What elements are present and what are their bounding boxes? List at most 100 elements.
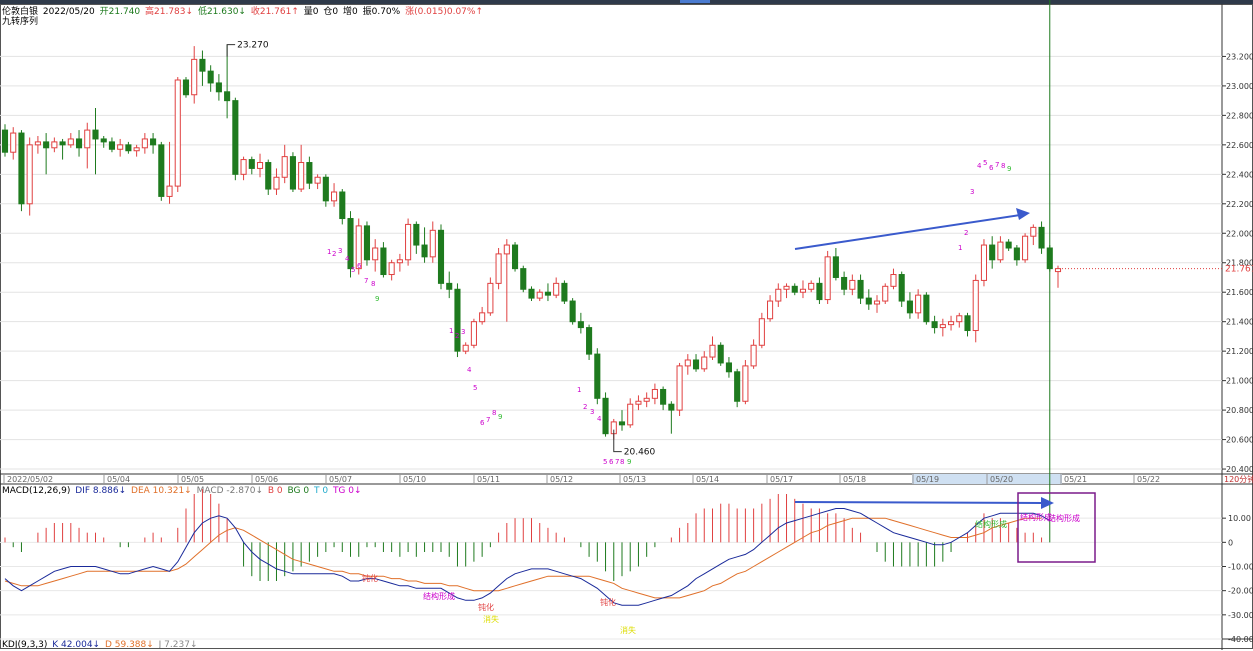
date-tick-label: 05/05	[181, 475, 204, 484]
candle-body	[339, 191, 346, 220]
candle-body	[51, 141, 58, 149]
candle-body	[725, 362, 732, 373]
macd-annotation-label: 消失	[620, 625, 636, 635]
macd-arrow-head	[1041, 497, 1054, 509]
candle-body	[890, 274, 897, 287]
macd-annotation-label: 钝化	[362, 573, 378, 583]
date-tick-label: 05/19	[916, 475, 939, 484]
window-tab-indicator[interactable]	[680, 0, 710, 3]
date-tick-label: 05/21	[1064, 475, 1087, 484]
candle-body	[857, 279, 864, 299]
low-price-label: 20.460	[624, 448, 656, 458]
candle-body	[59, 141, 66, 146]
candle-body	[849, 279, 856, 290]
candle-body	[67, 138, 74, 146]
candle-body	[174, 79, 181, 187]
high-price-label: 23.270	[237, 41, 269, 51]
td-count-label: 1	[327, 248, 331, 256]
candle-body	[561, 282, 568, 302]
candle-body	[651, 388, 658, 399]
td-count-label: 6	[480, 419, 485, 427]
candle-body	[956, 315, 963, 323]
candle-body	[479, 312, 486, 323]
macd-tg: TG 0↓	[332, 486, 362, 496]
candle-body	[734, 371, 741, 402]
price-tick-label: 22.600	[1226, 141, 1253, 150]
candle-body	[1038, 226, 1045, 249]
candle-body	[520, 268, 527, 290]
candle-body	[709, 344, 716, 358]
low-marker-line	[613, 429, 622, 453]
candle-body	[898, 274, 905, 302]
candle-body	[421, 244, 428, 258]
td-count-label: 8	[620, 458, 624, 466]
td-count-label: 5	[603, 458, 607, 466]
kdj-k: K 42.004↓	[52, 640, 101, 650]
candle-body	[470, 321, 477, 346]
macd-bg: BG 0	[287, 486, 310, 496]
candle-body	[767, 300, 774, 320]
trend-arrow-line	[794, 214, 1021, 250]
candle-body	[248, 159, 255, 169]
candle-body	[232, 100, 239, 175]
macd-annotation-label: 钝化	[600, 597, 616, 607]
macd-title[interactable]: MACD(12,26,9)	[2, 486, 71, 496]
price-tick-label: 23.000	[1226, 82, 1253, 91]
candle-body	[775, 288, 782, 302]
date-tick-label: 05/14	[696, 475, 719, 484]
price-tick-label: 23.200	[1226, 52, 1253, 61]
macd-annotation-label: 结构形成	[1020, 512, 1052, 522]
date-tick-label: 05/22	[1137, 475, 1160, 484]
candle-body	[150, 138, 157, 146]
td-count-label: 7	[995, 161, 999, 169]
candle-body	[923, 294, 930, 323]
price-tick-label: 22.400	[1226, 170, 1253, 179]
candle-body	[84, 129, 91, 149]
date-tick-label: 05/06	[255, 475, 278, 484]
price-tick-label: 22.200	[1226, 200, 1253, 209]
td-count-label: 1	[577, 386, 581, 394]
candle-body	[133, 147, 140, 152]
macd-tick-label: 0	[1228, 538, 1233, 547]
candle-body	[980, 244, 988, 281]
candle-body	[1, 129, 9, 153]
macd-tick-label: -20.00	[1228, 587, 1253, 596]
candle-body	[92, 129, 99, 140]
top-window-bar	[0, 0, 1253, 4]
candle-body	[528, 288, 535, 299]
td-count-label: 9	[498, 413, 502, 421]
candle-body	[26, 144, 33, 205]
candle-body	[454, 288, 461, 352]
candle-body	[503, 244, 510, 255]
candle-body	[158, 144, 165, 197]
candle-body	[306, 162, 313, 184]
td-count-label: 2	[332, 250, 336, 258]
candle-body	[34, 141, 41, 146]
candle-body	[964, 315, 971, 332]
price-tick-label: 21.800	[1226, 259, 1253, 268]
candle-body	[972, 279, 979, 332]
candle-body	[717, 344, 724, 364]
candle-body	[865, 297, 872, 305]
td-count-label: 5	[473, 384, 477, 392]
candle-body	[742, 365, 749, 402]
candle-body	[602, 397, 609, 435]
candle-body	[281, 156, 288, 178]
candle-body	[906, 300, 913, 314]
candle-body	[437, 229, 445, 284]
candle-body	[166, 185, 173, 197]
candle-body	[10, 132, 17, 153]
macd-value: MACD -2.870↓	[196, 486, 263, 496]
date-tick-label: 05/07	[329, 475, 352, 484]
instrument-name: 伦敦白银	[2, 7, 39, 17]
td-count-label: 4	[467, 366, 472, 374]
td-count-label: 9	[1007, 165, 1011, 173]
candle-body	[997, 241, 1004, 261]
candle-body	[405, 223, 412, 261]
candle-body	[495, 253, 502, 284]
td-count-label: 8	[492, 409, 496, 417]
kdj-d: D 59.388↓	[104, 640, 154, 650]
td-count-label: 4	[597, 415, 602, 423]
kdj-title[interactable]: KDJ(9,3,3)	[2, 640, 48, 650]
